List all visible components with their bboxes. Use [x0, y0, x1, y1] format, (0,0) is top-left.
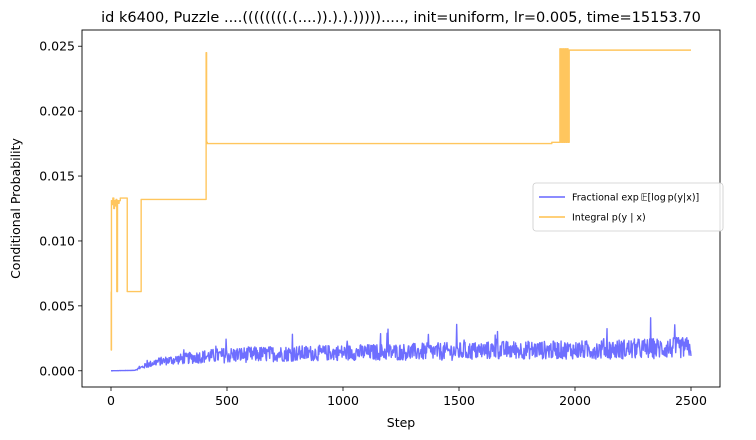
x-tick-label: 0 — [107, 393, 115, 408]
x-axis: 0 500 1000 1500 2000 2500 — [107, 387, 707, 408]
x-tick-label: 1500 — [443, 393, 475, 408]
y-tick-label: 0.020 — [39, 104, 75, 119]
y-tick-label: 0.015 — [39, 169, 75, 184]
legend-box — [532, 182, 724, 232]
y-axis: 0.000 0.005 0.010 0.015 0.020 0.025 — [39, 39, 82, 378]
y-tick-label: 0.000 — [39, 363, 75, 378]
chart-title: id k6400, Puzzle ....((((((((.(....)).).… — [101, 10, 701, 26]
x-tick-label: 500 — [215, 393, 239, 408]
x-tick-label: 2500 — [675, 393, 707, 408]
series-lines — [110, 48, 692, 372]
series-line-fractional — [110, 317, 692, 372]
y-axis-label: Conditional Probability — [8, 137, 23, 278]
series-line-integral — [110, 48, 691, 351]
y-tick-label: 0.010 — [39, 233, 75, 248]
x-axis-label: Step — [387, 415, 416, 430]
x-tick-label: 2000 — [559, 393, 591, 408]
legend: Fractional exp 𝔼[log p(y|x)] Integral p(… — [532, 182, 724, 232]
y-tick-label: 0.025 — [39, 39, 75, 54]
y-tick-label: 0.005 — [39, 298, 75, 313]
legend-label-fractional: Fractional exp 𝔼[log p(y|x)] — [572, 193, 699, 204]
x-tick-label: 1000 — [327, 393, 359, 408]
legend-label-integral: Integral p(y | x) — [572, 213, 646, 224]
